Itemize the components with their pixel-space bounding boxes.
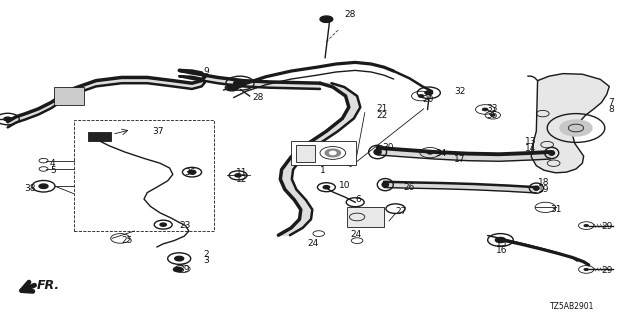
Text: 37: 37 [152,127,164,136]
Polygon shape [227,85,237,90]
Text: 21: 21 [376,104,388,113]
Text: 35: 35 [486,111,498,120]
Circle shape [490,114,495,116]
FancyBboxPatch shape [347,207,384,227]
Text: 6: 6 [355,196,361,204]
Circle shape [175,256,184,261]
Polygon shape [278,83,360,235]
Circle shape [495,237,506,243]
Text: 10: 10 [339,181,351,190]
Text: 25: 25 [122,236,133,245]
Circle shape [325,149,340,157]
Text: 9: 9 [204,67,209,76]
Circle shape [234,80,246,86]
Text: 29: 29 [602,222,613,231]
Text: 16: 16 [496,246,508,255]
Polygon shape [488,236,589,265]
Text: 39: 39 [178,265,189,274]
Text: 3: 3 [204,256,209,265]
Circle shape [584,268,589,271]
Text: 12: 12 [236,175,247,184]
Text: 27: 27 [396,207,407,216]
Text: 31: 31 [550,205,562,214]
FancyBboxPatch shape [54,87,84,105]
Polygon shape [320,16,333,22]
Text: 36: 36 [184,168,196,177]
Text: 4: 4 [50,159,56,168]
Text: 1: 1 [320,166,326,175]
Text: 17: 17 [454,156,466,164]
Text: 7: 7 [608,98,614,107]
Circle shape [323,186,330,189]
Polygon shape [531,74,609,173]
Polygon shape [378,148,550,161]
Text: 13: 13 [525,137,536,146]
Text: 20: 20 [422,95,434,104]
Circle shape [483,108,488,111]
Circle shape [160,223,166,226]
Circle shape [188,170,196,174]
Text: 28: 28 [344,10,356,19]
Text: 29: 29 [602,266,613,275]
Text: 28: 28 [253,93,264,102]
Circle shape [560,120,592,136]
Text: FR.: FR. [37,279,60,292]
Text: 8: 8 [608,105,614,114]
Text: 5: 5 [50,166,56,175]
Text: 33: 33 [486,104,498,113]
Text: 19: 19 [538,185,549,194]
Text: 38: 38 [24,184,36,193]
Circle shape [235,174,241,177]
Ellipse shape [382,182,388,187]
Circle shape [427,151,433,154]
FancyBboxPatch shape [88,132,111,141]
Text: 11: 11 [236,168,247,177]
Text: 32: 32 [454,87,466,96]
Circle shape [330,151,336,155]
Text: 23: 23 [179,221,191,230]
Circle shape [39,184,48,188]
Text: 15: 15 [496,239,508,248]
FancyBboxPatch shape [291,141,356,165]
Ellipse shape [549,151,554,155]
Text: 26: 26 [403,183,415,192]
Text: 22: 22 [376,111,388,120]
Text: 14: 14 [525,144,536,153]
Text: TZ5AB2901: TZ5AB2901 [550,302,595,311]
Polygon shape [384,182,536,193]
Ellipse shape [534,186,539,190]
Text: 24: 24 [307,239,319,248]
Text: 34: 34 [435,149,447,158]
Polygon shape [8,70,320,127]
Circle shape [4,117,12,121]
Circle shape [173,267,182,272]
Text: 2: 2 [204,250,209,259]
Text: 24: 24 [351,230,362,239]
Circle shape [584,224,589,227]
Text: 30: 30 [383,143,394,152]
Circle shape [425,91,433,95]
Ellipse shape [374,149,381,155]
Bar [296,145,315,162]
Text: 18: 18 [538,178,549,187]
Circle shape [419,94,424,97]
Polygon shape [321,18,332,22]
